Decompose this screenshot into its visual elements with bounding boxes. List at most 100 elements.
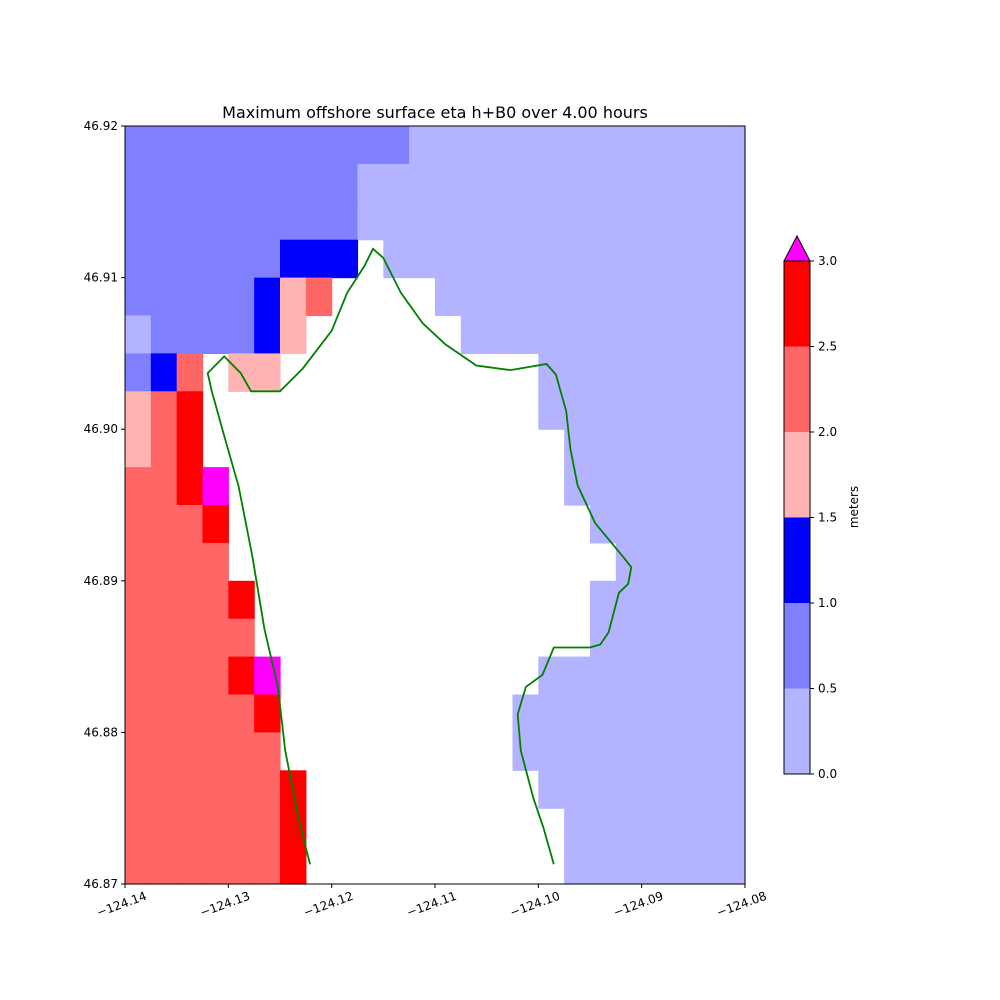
heatmap-cell bbox=[538, 391, 565, 430]
heatmap-cell bbox=[150, 694, 178, 733]
heatmap-cell bbox=[512, 732, 539, 771]
heatmap-cell bbox=[176, 694, 204, 733]
heatmap-cell bbox=[150, 315, 178, 354]
heatmap-cell bbox=[228, 126, 255, 165]
heatmap-cell bbox=[693, 391, 720, 430]
heatmap-cell bbox=[641, 808, 669, 847]
heatmap-cell bbox=[460, 126, 488, 165]
heatmap-cell bbox=[512, 239, 539, 279]
heatmap-cell bbox=[719, 163, 746, 203]
heatmap-cell bbox=[176, 505, 204, 544]
heatmap-cell bbox=[150, 505, 178, 544]
heatmap-cell bbox=[435, 163, 462, 203]
heatmap-cell bbox=[641, 580, 669, 620]
heatmap-cell bbox=[719, 505, 746, 544]
heatmap-cell bbox=[615, 770, 643, 809]
heatmap-cell bbox=[254, 846, 281, 885]
heatmap-cell bbox=[564, 391, 591, 430]
heatmap-cell bbox=[564, 846, 591, 885]
chart-title: Maximum offshore surface eta h+B0 over 4… bbox=[222, 103, 648, 122]
heatmap-cell bbox=[693, 315, 720, 354]
heatmap-cell bbox=[176, 429, 204, 468]
heatmap-cell bbox=[254, 201, 281, 241]
heatmap-cell bbox=[176, 846, 204, 885]
heatmap-cell bbox=[719, 201, 746, 241]
heatmap-cell bbox=[150, 391, 178, 430]
heatmap-cell bbox=[176, 391, 204, 430]
heatmap-cell bbox=[693, 732, 720, 771]
heatmap-cell bbox=[228, 201, 255, 241]
heatmap-cell bbox=[125, 656, 152, 696]
heatmap-cell bbox=[228, 353, 255, 392]
heatmap-cell bbox=[590, 277, 617, 317]
heatmap-cell bbox=[176, 656, 204, 696]
heatmap-cell bbox=[202, 618, 229, 658]
heatmap-cell bbox=[590, 770, 617, 809]
heatmap-cell bbox=[486, 126, 514, 165]
heatmap-cell bbox=[125, 467, 152, 506]
heatmap-cell bbox=[254, 732, 281, 771]
heatmap-cell bbox=[254, 277, 281, 317]
heatmap-cell bbox=[719, 808, 746, 847]
heatmap-cell bbox=[693, 126, 720, 165]
heatmap-cell bbox=[564, 694, 591, 733]
heatmap-cell bbox=[150, 353, 178, 392]
heatmap-cell bbox=[357, 126, 384, 165]
heatmap-cell bbox=[667, 239, 694, 279]
heatmap-cell bbox=[719, 618, 746, 658]
heatmap-cell bbox=[125, 201, 152, 241]
heatmap-cell bbox=[150, 846, 178, 885]
heatmap-cell bbox=[538, 694, 565, 733]
heatmap-cell bbox=[719, 467, 746, 506]
heatmap-cell bbox=[615, 429, 643, 468]
heatmap-cell bbox=[667, 656, 694, 696]
heatmap-cell bbox=[693, 656, 720, 696]
heatmap-cell bbox=[641, 353, 669, 392]
heatmap-cell bbox=[331, 201, 359, 241]
x-axis: −124.14 −124.13 −124.12 −124.11 −124.10 −124.… bbox=[95, 884, 768, 920]
heatmap-cell bbox=[641, 163, 669, 203]
heatmap-cell bbox=[719, 277, 746, 317]
heatmap-cell bbox=[564, 126, 591, 165]
y-tick-label: 46.87 bbox=[84, 877, 118, 891]
heatmap-cell bbox=[228, 618, 255, 658]
heatmap-cell bbox=[615, 656, 643, 696]
heatmap-cell bbox=[615, 694, 643, 733]
y-tick-label: 46.89 bbox=[84, 574, 118, 588]
heatmap-cell bbox=[202, 239, 229, 279]
colorbar-label: meters bbox=[847, 486, 861, 528]
heatmap-cell bbox=[590, 846, 617, 885]
heatmap-cell bbox=[615, 618, 643, 658]
heatmap-cell bbox=[538, 732, 565, 771]
heatmap-cell bbox=[202, 808, 229, 847]
heatmap-cell bbox=[538, 201, 565, 241]
colorbar-segment bbox=[784, 688, 810, 774]
heatmap-cell bbox=[228, 694, 255, 733]
colorbar-tick-label: 0.0 bbox=[818, 767, 837, 781]
heatmap-cell bbox=[176, 732, 204, 771]
heatmap-cell bbox=[409, 163, 436, 203]
heatmap-cell bbox=[615, 201, 643, 241]
heatmap-cell bbox=[590, 694, 617, 733]
heatmap-cell bbox=[615, 580, 643, 620]
heatmap-cell bbox=[357, 201, 384, 241]
y-tick-label: 46.90 bbox=[84, 422, 118, 436]
heatmap-cell bbox=[667, 505, 694, 544]
heatmap-cell bbox=[460, 315, 488, 354]
heatmap-cell bbox=[202, 656, 229, 696]
heatmap-cell bbox=[538, 163, 565, 203]
x-tick-label: −124.11 bbox=[405, 889, 459, 920]
heatmap-cell bbox=[228, 732, 255, 771]
heatmap-cell bbox=[150, 542, 178, 582]
y-tick-label: 46.92 bbox=[84, 119, 118, 133]
colorbar-tick-label: 1.5 bbox=[818, 511, 837, 525]
heatmap-cell bbox=[512, 201, 539, 241]
heatmap-cell bbox=[176, 277, 204, 317]
y-tick-label: 46.91 bbox=[84, 271, 118, 285]
heatmap-cell bbox=[719, 353, 746, 392]
colorbar-tick-label: 3.0 bbox=[818, 254, 837, 268]
heatmap-cell bbox=[125, 126, 152, 165]
heatmap-cell bbox=[228, 580, 255, 620]
colorbar-extend-arrow bbox=[783, 234, 811, 262]
heatmap-cell bbox=[641, 429, 669, 468]
